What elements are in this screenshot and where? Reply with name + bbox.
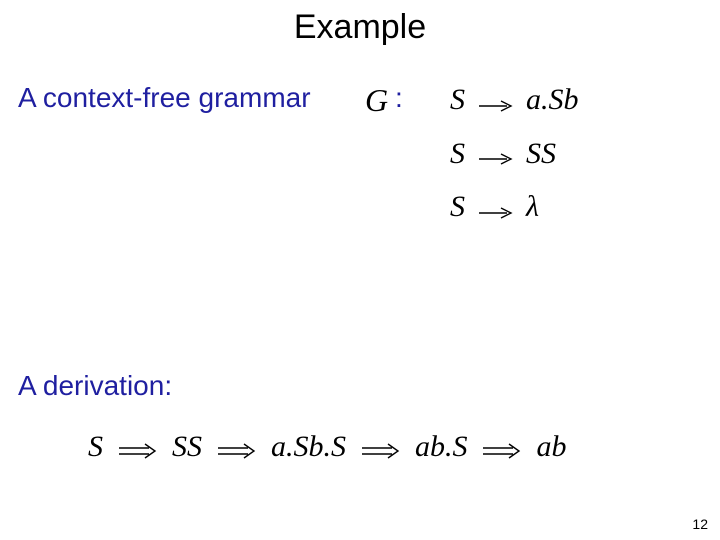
- production-2: S SS: [450, 128, 579, 182]
- arrow-icon: [479, 130, 513, 181]
- slide: Example A context-free grammar G : S a.S…: [0, 0, 720, 540]
- grammar-intro-text: A context-free grammar: [18, 82, 311, 114]
- arrow-icon: [479, 77, 513, 128]
- double-arrow-icon: [119, 432, 157, 466]
- production-lhs: S: [450, 190, 465, 223]
- grammar-colon: :: [395, 82, 403, 114]
- arrow-icon: [479, 184, 513, 235]
- derivation-line: S SS a.Sb.S ab.S ab: [88, 430, 567, 466]
- derivation-step: ab: [537, 430, 567, 463]
- grammar-productions: S a.Sb S SS S λ: [450, 74, 579, 235]
- grammar-symbol: G: [365, 82, 388, 119]
- derivation-intro-text: A derivation:: [18, 370, 172, 402]
- production-3: S λ: [450, 181, 579, 235]
- derivation-step: S: [88, 430, 103, 463]
- double-arrow-icon: [362, 432, 400, 466]
- production-1: S a.Sb: [450, 74, 579, 128]
- page-number: 12: [692, 516, 708, 532]
- production-lhs: S: [450, 83, 465, 116]
- derivation-step: SS: [172, 430, 202, 463]
- production-rhs: SS: [526, 137, 556, 170]
- production-lhs: S: [450, 137, 465, 170]
- production-rhs: a.Sb: [526, 83, 579, 116]
- double-arrow-icon: [483, 432, 521, 466]
- slide-title: Example: [0, 8, 720, 47]
- production-rhs: λ: [526, 190, 539, 223]
- derivation-step: ab.S: [415, 430, 468, 463]
- double-arrow-icon: [218, 432, 256, 466]
- derivation-step: a.Sb.S: [271, 430, 346, 463]
